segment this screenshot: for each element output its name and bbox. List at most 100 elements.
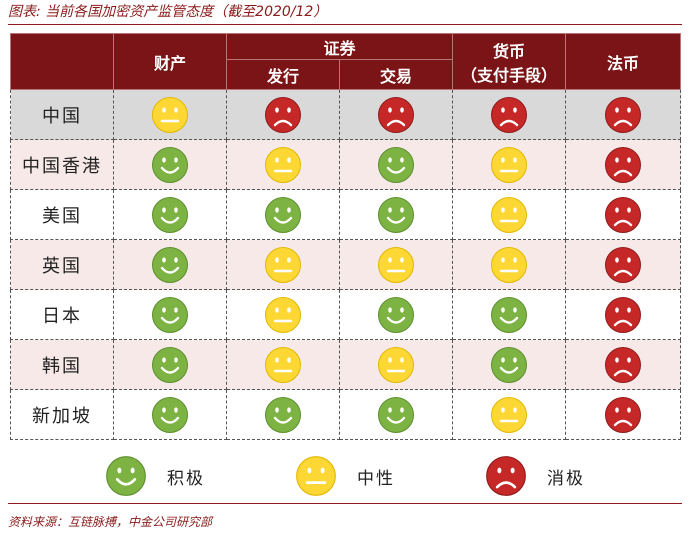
negative-face-icon xyxy=(604,246,642,284)
attitude-cell-assets xyxy=(113,189,227,240)
attitude-cell-securities-issue xyxy=(226,339,340,390)
attitude-cell-currency xyxy=(452,389,567,440)
attitude-cell-legal-tender xyxy=(565,89,682,140)
attitude-cell-securities-trade xyxy=(338,189,454,240)
neutral-face-icon xyxy=(264,246,302,284)
title-divider xyxy=(8,24,682,25)
attitude-cell-securities-issue xyxy=(226,189,340,240)
positive-face-icon xyxy=(490,296,528,334)
attitude-cell-currency xyxy=(452,239,567,290)
bottom-divider xyxy=(8,503,682,504)
positive-face-icon xyxy=(151,196,189,234)
positive-face-icon xyxy=(151,396,189,434)
header-securities-issue: 发行 xyxy=(226,59,340,90)
positive-face-icon xyxy=(377,196,415,234)
country-name: 中国香港 xyxy=(10,139,114,190)
attitude-cell-securities-issue xyxy=(226,239,340,290)
negative-face-icon xyxy=(485,455,527,497)
legend-item-neutral: 中性 xyxy=(295,455,395,497)
header-legal-tender: 法币 xyxy=(565,33,682,90)
positive-face-icon xyxy=(377,296,415,334)
legend: 积极 中性 消极 xyxy=(0,455,690,497)
attitude-cell-currency xyxy=(452,339,567,390)
corner-header xyxy=(10,33,114,90)
neutral-face-icon xyxy=(264,146,302,184)
attitude-cell-legal-tender xyxy=(565,289,682,340)
negative-face-icon xyxy=(604,96,642,134)
attitude-cell-assets xyxy=(113,339,227,390)
table-body: 中国 中国香港 美国 英国 日本 韩国 新加坡 xyxy=(10,89,682,440)
negative-face-icon xyxy=(604,296,642,334)
table-row: 新加坡 xyxy=(10,389,682,440)
attitude-cell-legal-tender xyxy=(565,189,682,240)
attitude-cell-securities-trade xyxy=(338,339,454,390)
table-row: 韩国 xyxy=(10,339,682,390)
table-row: 英国 xyxy=(10,239,682,290)
attitude-cell-assets xyxy=(113,89,227,140)
negative-face-icon xyxy=(604,396,642,434)
attitude-cell-currency xyxy=(452,139,567,190)
negative-face-icon xyxy=(604,146,642,184)
positive-face-icon xyxy=(377,396,415,434)
attitude-cell-assets xyxy=(113,239,227,290)
attitude-cell-legal-tender xyxy=(565,139,682,190)
negative-face-icon xyxy=(604,196,642,234)
negative-face-icon xyxy=(604,346,642,384)
header-currency: 货币 （支付手段） xyxy=(452,33,567,90)
legend-label-negative: 消极 xyxy=(547,468,585,489)
neutral-face-icon xyxy=(264,346,302,384)
positive-face-icon xyxy=(105,455,147,497)
neutral-face-icon xyxy=(490,196,528,234)
attitude-cell-currency xyxy=(452,189,567,240)
table-row: 中国 xyxy=(10,89,682,140)
negative-face-icon xyxy=(377,96,415,134)
table-row: 日本 xyxy=(10,289,682,340)
header-securities-trade: 交易 xyxy=(338,59,454,90)
positive-face-icon xyxy=(377,146,415,184)
attitude-cell-securities-trade xyxy=(338,89,454,140)
country-name: 新加坡 xyxy=(10,389,114,440)
positive-face-icon xyxy=(151,146,189,184)
header-securities: 证券 xyxy=(225,33,454,60)
attitude-cell-currency xyxy=(452,89,567,140)
regulation-table: 财产 证券 货币 （支付手段） 法币 发行 交易 中国 中国香港 美国 英国 日本 韩国新… xyxy=(10,33,682,440)
positive-face-icon xyxy=(151,346,189,384)
attitude-cell-securities-trade xyxy=(338,389,454,440)
positive-face-icon xyxy=(151,246,189,284)
attitude-cell-securities-issue xyxy=(226,89,340,140)
attitude-cell-legal-tender xyxy=(565,389,682,440)
neutral-face-icon xyxy=(377,346,415,384)
attitude-cell-assets xyxy=(113,389,227,440)
neutral-face-icon xyxy=(490,146,528,184)
negative-face-icon xyxy=(264,96,302,134)
attitude-cell-securities-trade xyxy=(338,289,454,340)
attitude-cell-legal-tender xyxy=(565,339,682,390)
attitude-cell-assets xyxy=(113,289,227,340)
neutral-face-icon xyxy=(264,296,302,334)
attitude-cell-assets xyxy=(113,139,227,190)
positive-face-icon xyxy=(264,396,302,434)
neutral-face-icon xyxy=(295,455,337,497)
attitude-cell-securities-issue xyxy=(226,389,340,440)
header-currency-line1: 货币 xyxy=(493,41,526,61)
figure-title: 图表: 当前各国加密资产监管态度（截至2020/12） xyxy=(8,4,328,20)
attitude-cell-currency xyxy=(452,289,567,340)
country-name: 美国 xyxy=(10,189,114,240)
legend-item-negative: 消极 xyxy=(485,455,585,497)
neutral-face-icon xyxy=(490,396,528,434)
attitude-cell-securities-trade xyxy=(338,239,454,290)
attitude-cell-legal-tender xyxy=(565,239,682,290)
table-row: 美国 xyxy=(10,189,682,240)
neutral-face-icon xyxy=(151,96,189,134)
source-note: 资料来源：互链脉搏，中金公司研究部 xyxy=(8,515,213,529)
table-row: 中国香港 xyxy=(10,139,682,190)
positive-face-icon xyxy=(151,296,189,334)
legend-item-positive: 积极 xyxy=(105,455,205,497)
country-name: 韩国 xyxy=(10,339,114,390)
positive-face-icon xyxy=(490,346,528,384)
legend-label-neutral: 中性 xyxy=(357,468,395,489)
attitude-cell-securities-issue xyxy=(226,139,340,190)
country-name: 中国 xyxy=(10,89,114,140)
attitude-cell-securities-trade xyxy=(338,139,454,190)
neutral-face-icon xyxy=(490,246,528,284)
